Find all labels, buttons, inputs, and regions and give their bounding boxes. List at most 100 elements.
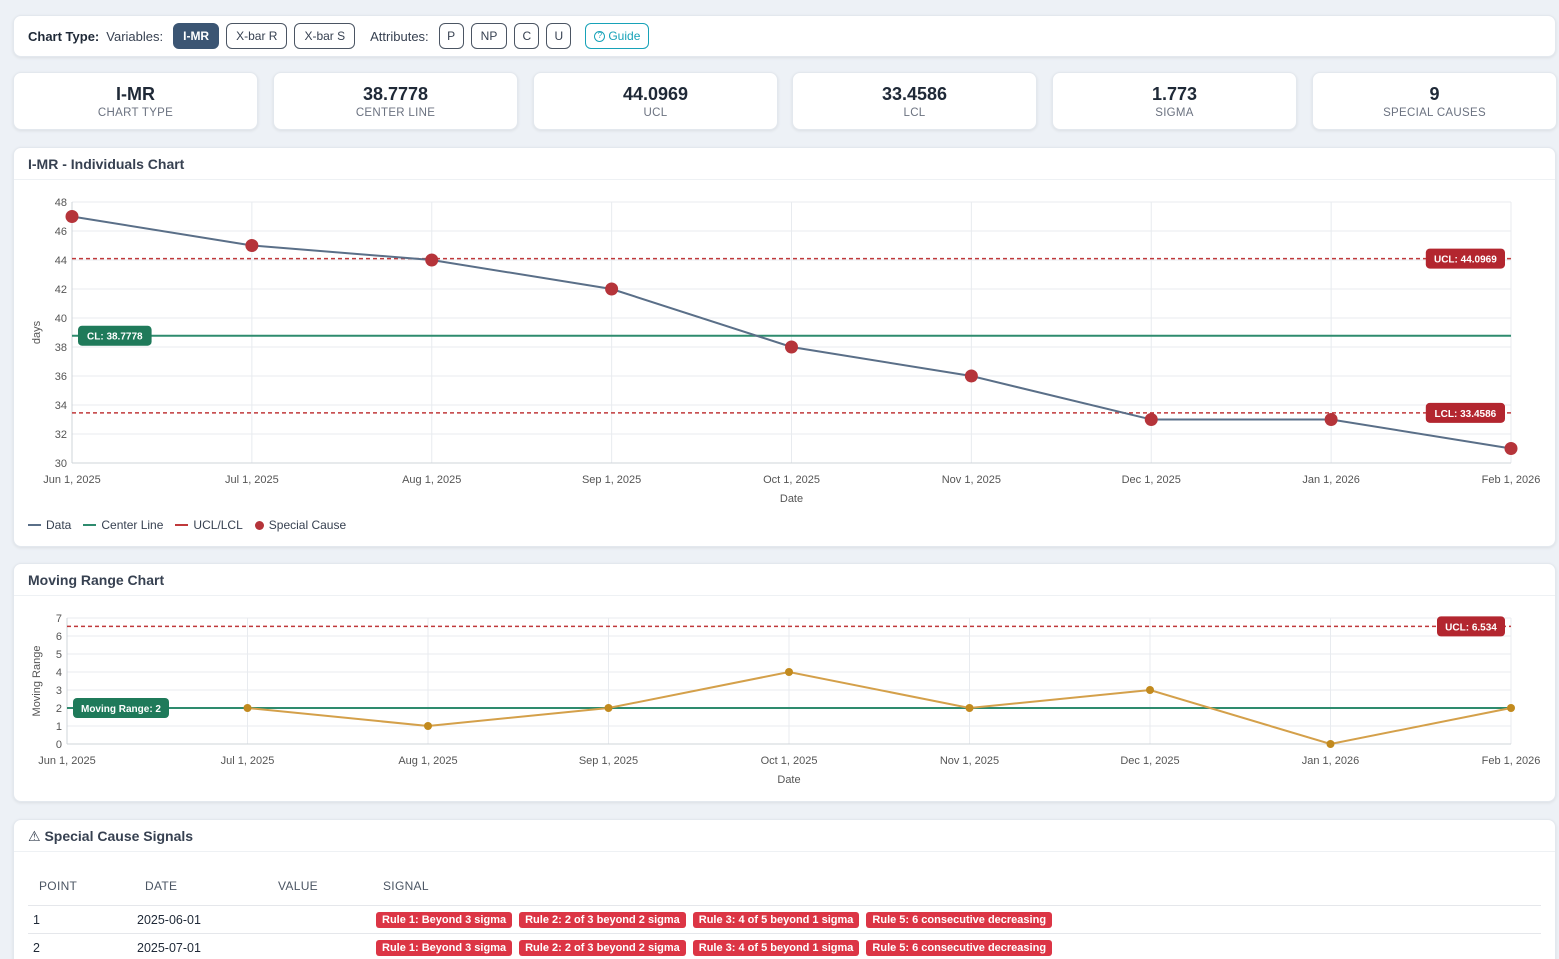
y-tick-label: 46 [55,226,67,238]
x-tick-label: Aug 1, 2025 [398,755,457,767]
col-signal: SIGNAL [383,879,429,893]
y-tick-label: 36 [55,371,67,383]
center-line-label-bg [73,698,169,718]
y-tick-label: 0 [56,739,62,751]
moving-range-chart: 0 1 2 3 4 5 6 7 Jun 1, 2025 Jul 1, 2025 Aug 1, 202… [31,613,1541,786]
data-point [965,704,974,712]
xbar-s-button[interactable]: X-bar S [294,23,356,49]
x-tick-label: Feb 1, 2026 [1482,474,1541,486]
stat-value: 44.0969 [622,84,689,104]
data-point [785,340,798,354]
np-chart-button[interactable]: NP [470,23,508,49]
x-tick-label: Jul 1, 2025 [221,755,275,767]
legend-limits: UCL/LCL [175,518,243,532]
table-row: 2 2025-07-01 Rule 1: Beyond 3 sigma Rule… [28,933,1541,959]
guide-button[interactable]: ? Guide [585,23,650,49]
warning-icon: ⚠ [28,828,41,844]
x-tick-label: Sep 1, 2025 [582,474,641,486]
data-point [65,210,79,223]
signal-badge: Rule 1: Beyond 3 sigma [376,940,513,956]
signal-badge: Rule 5: 6 consecutive decreasing [866,940,1053,956]
data-point [964,369,978,383]
legend-center-label: Center Line [101,518,164,532]
help-icon: ? [594,30,606,42]
data-point [1326,740,1335,748]
signals-title: ⚠ Special Cause Signals [28,828,193,845]
data-point [1324,413,1338,426]
ucl-label-bg [1425,248,1505,269]
signal-badge: Rule 2: 2 of 3 beyond 2 sigma [519,940,686,956]
data-point [1504,442,1518,455]
legend-data-label: Data [46,518,72,532]
ucl-label-bg [1437,616,1505,637]
x-tick-label: Jun 1, 2025 [43,474,101,486]
col-point: POINT [39,879,78,893]
center-line-label: Moving Range: 2 [81,704,161,715]
y-tick-label: 2 [56,703,62,715]
x-tick-label: Dec 1, 2025 [1122,474,1181,486]
individuals-chart: 30 32 34 36 38 40 42 44 46 48 Jun 1, 2025 Jul 1, 20… [31,197,1541,505]
x-tick-label: Jan 1, 2026 [1302,474,1360,486]
data-point [1144,413,1158,426]
legend-center: Center Line [83,518,163,532]
imr-button[interactable]: I-MR [173,23,220,49]
stat-label: SIGMA [1155,107,1194,119]
data-series-line [247,670,1512,746]
stat-center-line: 38.7778 CENTER LINE [273,72,518,130]
signal-badge: Rule 5: 6 consecutive decreasing [866,912,1053,928]
stat-lcl: 33.4586 LCL [792,72,1037,130]
guide-label: Guide [608,29,641,43]
cell-date: 2025-07-01 [137,941,201,955]
y-tick-label: 30 [55,458,67,470]
stat-label: SPECIAL CAUSES [1383,107,1486,119]
stat-value: 9 [1429,84,1440,104]
x-tick-label: Oct 1, 2025 [761,755,818,767]
y-tick-label: 5 [56,649,62,661]
x-tick-label: Nov 1, 2025 [942,474,1001,486]
stat-value: 1.773 [1151,84,1198,104]
variables-label: Variables: [106,28,164,44]
xbar-r-button[interactable]: X-bar R [226,23,288,49]
signal-badge: Rule 2: 2 of 3 beyond 2 sigma [519,912,686,928]
x-axis-title: Date [777,774,800,786]
signal-badge: Rule 3: 4 of 5 beyond 1 sigma [692,912,860,928]
chart-type-label: Chart Type: [28,28,100,44]
moving-range-chart-card: Moving Range Chart 0 1 2 3 4 5 6 7 Jun 1, 2025 Ju… [13,563,1556,802]
y-tick-label: 32 [55,429,67,441]
cell-point: 2 [33,941,40,955]
attributes-label: Attributes: [370,28,429,44]
stat-special-causes: 9 SPECIAL CAUSES [1312,72,1557,130]
chart-legend: Data Center Line UCL/LCL Special Cause [28,518,358,532]
x-tick-label: Aug 1, 2025 [402,474,461,486]
c-chart-button[interactable]: C [514,23,540,49]
y-tick-label: 4 [56,667,62,679]
data-point [1146,686,1154,694]
table-row: 1 2025-06-01 Rule 1: Beyond 3 sigma Rule… [28,905,1541,933]
p-chart-button[interactable]: P [438,23,464,49]
y-axis-title: Moving Range [31,646,43,717]
y-tick-label: 7 [56,613,62,625]
legend-limits-label: UCL/LCL [193,518,243,532]
x-tick-label: Feb 1, 2026 [1482,755,1541,767]
y-tick-label: 1 [56,721,62,733]
stat-label: UCL [643,107,668,119]
center-line-label-bg [78,325,152,346]
special-cause-signals-card: ⚠ Special Cause Signals POINT DATE VALUE… [13,819,1556,959]
signal-badge: Rule 3: 4 of 5 beyond 1 sigma [692,940,860,956]
y-tick-label: 40 [55,313,67,325]
u-chart-button[interactable]: U [546,23,572,49]
stat-label: CHART TYPE [97,107,174,119]
x-tick-label: Dec 1, 2025 [1120,755,1179,767]
x-tick-label: Nov 1, 2025 [940,755,999,767]
stat-ucl: 44.0969 UCL [533,72,778,130]
y-tick-label: 48 [55,197,67,209]
x-tick-label: Jul 1, 2025 [225,474,279,486]
cell-date: 2025-06-01 [137,913,201,927]
stat-value: I-MR [116,84,155,104]
stat-label: LCL [903,107,926,119]
individuals-chart-title: I-MR - Individuals Chart [28,156,185,172]
y-axis-title: days [31,320,43,344]
chart-type-toolbar: Chart Type: Variables: I-MR X-bar R X-ba… [13,15,1556,57]
data-point [785,668,793,676]
stat-value: 33.4586 [881,84,948,104]
